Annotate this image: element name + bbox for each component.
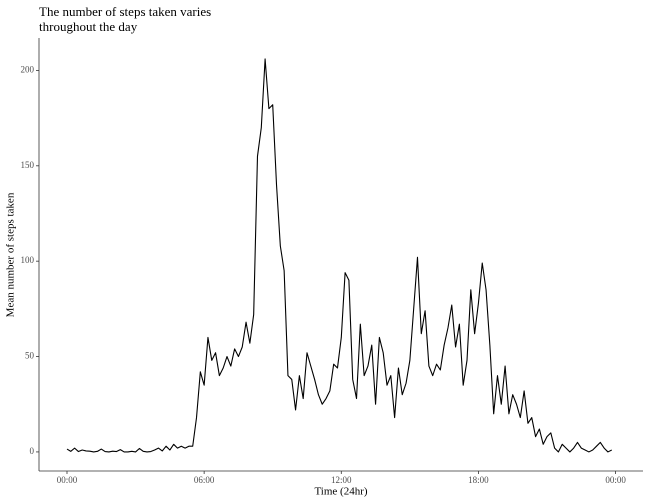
y-tick-label: 50 [25, 351, 35, 361]
data-line [66, 58, 613, 453]
y-tick-label: 150 [21, 160, 35, 170]
x-tick-label: 00:00 [605, 475, 626, 485]
chart-title: The number of steps taken varies through… [39, 4, 212, 34]
x-axis-title: Time (24hr) [314, 486, 367, 498]
x-tick-label: 12:00 [331, 475, 352, 485]
y-tick-label: 0 [30, 446, 35, 456]
y-tick-label: 100 [21, 255, 35, 265]
y-tick-label: 200 [21, 64, 35, 74]
y-axis-title: Mean number of steps taken [5, 192, 17, 317]
x-tick-label: 06:00 [194, 475, 215, 485]
x-tick-label: 18:00 [468, 475, 489, 485]
x-tick-label: 00:00 [57, 475, 78, 485]
